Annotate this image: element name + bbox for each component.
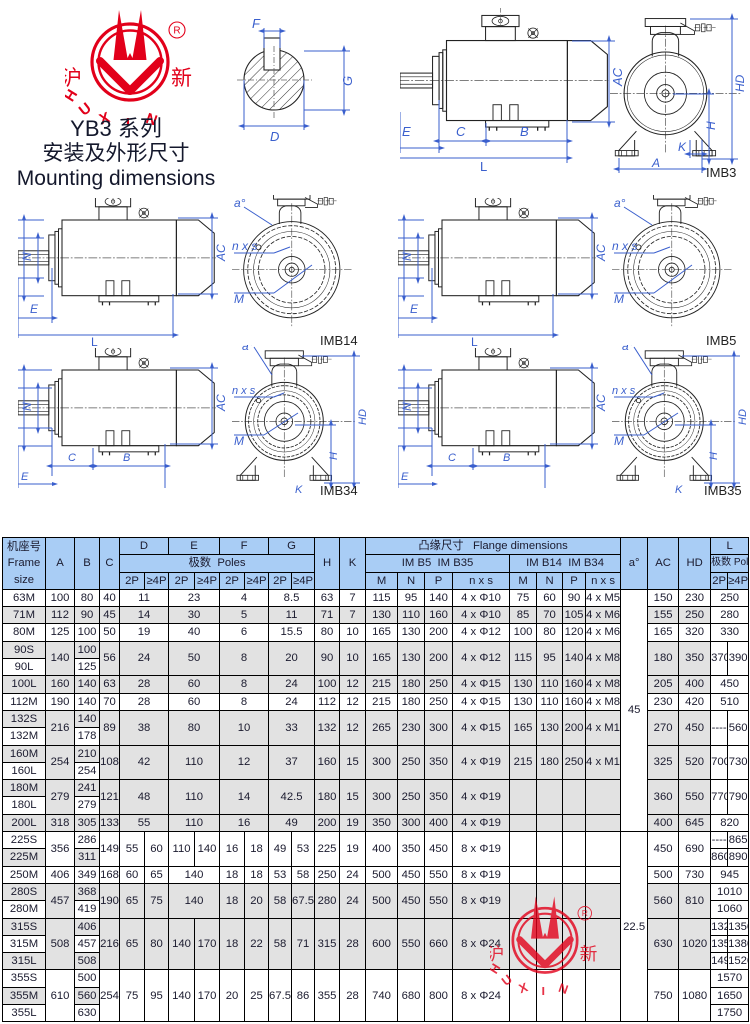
svg-text:M: M (234, 292, 244, 306)
svg-text:a°: a° (234, 196, 246, 210)
svg-text:HD: HD (733, 74, 747, 92)
svg-text:E: E (21, 471, 29, 483)
svg-text:C: C (448, 452, 456, 464)
svg-text:E: E (410, 302, 419, 316)
svg-text:HD: HD (357, 409, 369, 425)
svg-text:L: L (91, 335, 98, 348)
svg-text:n x s: n x s (612, 385, 636, 397)
svg-text:IMB34: IMB34 (320, 483, 358, 498)
svg-text:K: K (295, 484, 303, 496)
svg-text:E: E (401, 471, 409, 483)
svg-text:a°: a° (242, 345, 254, 353)
svg-text:B: B (520, 124, 529, 139)
svg-text:L: L (480, 159, 487, 173)
svg-text:M: M (614, 292, 624, 306)
svg-text:a°: a° (614, 196, 626, 210)
svg-text:HD: HD (737, 409, 749, 425)
svg-text:IMB3: IMB3 (706, 165, 736, 178)
svg-text:n x s: n x s (232, 385, 256, 397)
svg-text:N: N (400, 252, 414, 261)
svg-text:AC: AC (214, 394, 228, 412)
svg-text:AC: AC (214, 244, 228, 262)
svg-text:K: K (678, 140, 687, 154)
svg-text:M: M (234, 434, 244, 448)
svg-text:AC: AC (594, 394, 608, 412)
svg-text:E: E (402, 124, 411, 139)
svg-text:新: 新 (171, 67, 192, 90)
svg-text:a°: a° (622, 345, 634, 353)
svg-text:B: B (123, 452, 130, 464)
svg-text:F: F (252, 18, 261, 31)
svg-text:B: B (503, 452, 510, 464)
svg-text:G: G (340, 76, 355, 86)
svg-text:D: D (270, 129, 279, 144)
svg-text:N: N (400, 402, 414, 411)
svg-text:AC: AC (594, 244, 608, 262)
svg-text:K: K (675, 484, 683, 496)
svg-text:A: A (651, 156, 660, 170)
svg-text:E: E (30, 302, 39, 316)
svg-text:N: N (20, 252, 34, 261)
svg-text:L: L (471, 335, 478, 348)
svg-text:沪: 沪 (65, 67, 82, 90)
svg-text:N: N (20, 402, 34, 411)
svg-text:R: R (173, 26, 180, 37)
svg-text:IMB35: IMB35 (704, 483, 742, 498)
svg-text:C: C (456, 124, 466, 139)
svg-text:H: H (328, 452, 340, 460)
svg-text:n x s: n x s (232, 239, 257, 253)
svg-text:H: H (704, 121, 718, 130)
svg-text:H: H (708, 452, 720, 460)
svg-text:C: C (68, 452, 76, 464)
svg-text:M: M (614, 434, 624, 448)
svg-text:n x s: n x s (612, 239, 637, 253)
